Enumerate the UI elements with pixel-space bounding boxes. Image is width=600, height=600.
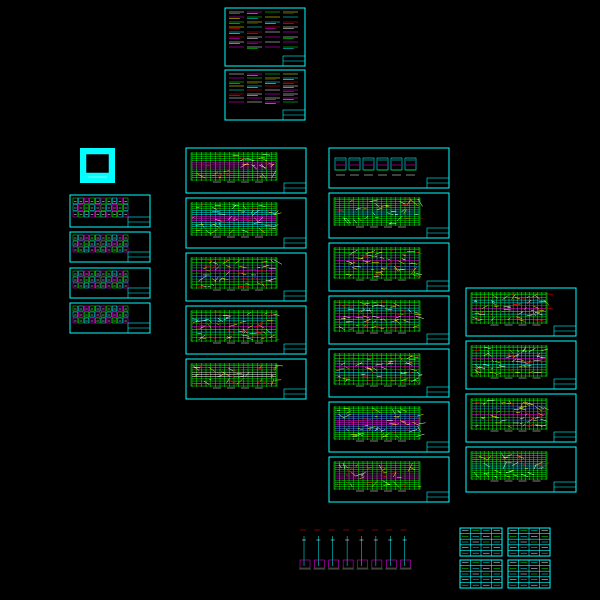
plan-sheet-c2-1 xyxy=(329,193,449,238)
detail-sheet-2 xyxy=(70,268,150,298)
plan-sheet-c2-3 xyxy=(329,296,449,344)
plan-sheet-c3-0 xyxy=(466,288,576,336)
plan-sheet-c2-4 xyxy=(329,349,449,397)
section-detail xyxy=(299,530,412,569)
legend-sheet-0 xyxy=(225,8,305,66)
plan-sheet-c1-2 xyxy=(186,253,306,301)
plan-sheet-c2-6 xyxy=(329,457,449,502)
schedule-table-1 xyxy=(508,528,550,556)
plan-sheet-c3-1 xyxy=(466,341,576,389)
plan-sheet-c3-3 xyxy=(466,447,576,492)
schedule-table-2 xyxy=(460,560,502,588)
plan-sheet-c2-2 xyxy=(329,243,449,291)
plan-sheet-c1-0 xyxy=(186,148,306,193)
plan-sheet-c1-1 xyxy=(186,198,306,248)
schedule-table-0 xyxy=(460,528,502,556)
plan-sheet-c2-5 xyxy=(329,402,449,452)
detail-sheet-0 xyxy=(70,195,150,227)
detail-sheet-1 xyxy=(70,232,150,262)
legend-sheet-1 xyxy=(225,70,305,120)
plan-sheet-c2-0 xyxy=(329,148,449,188)
plan-sheet-c1-3 xyxy=(186,306,306,354)
plan-sheet-c1-4 xyxy=(186,359,306,399)
cover-thumb xyxy=(80,148,115,183)
detail-sheet-3 xyxy=(70,303,150,333)
schedule-table-3 xyxy=(508,560,550,588)
plan-sheet-c3-2 xyxy=(466,394,576,442)
